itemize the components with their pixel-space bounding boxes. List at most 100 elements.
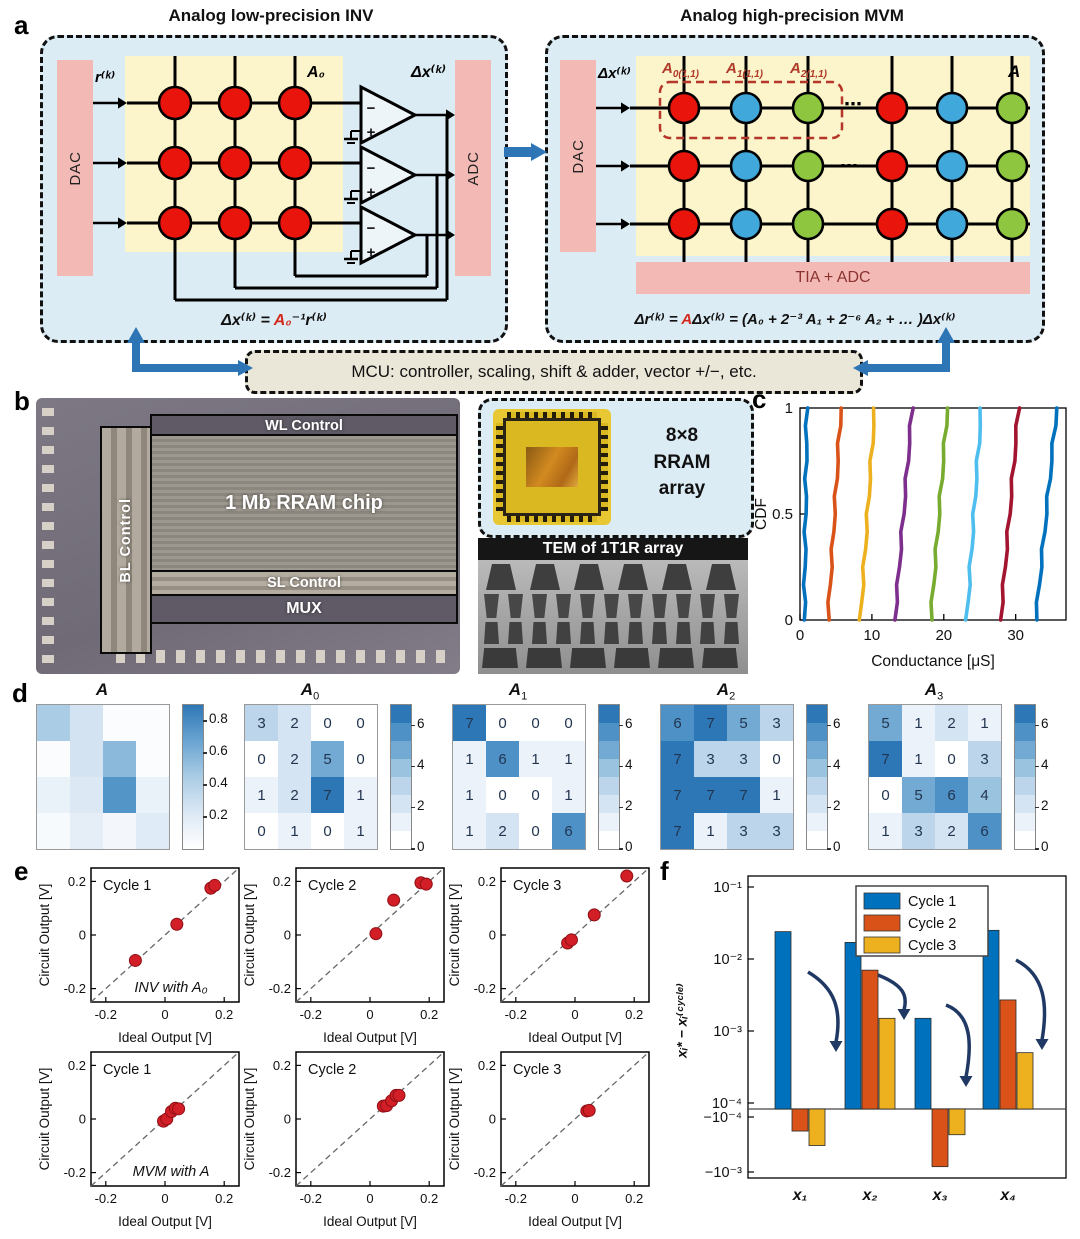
heatmap-cell: 6	[661, 705, 694, 741]
x-tick-label: -0.2	[300, 1007, 322, 1022]
caption-line-1: 8×8	[665, 425, 699, 446]
colorbar-tick	[203, 720, 207, 722]
y-tick-label: 10⁻⁴	[712, 1096, 742, 1112]
heatmap-cell: 7	[453, 705, 486, 741]
inv-block: DAC ADC − + − + − + r⁽ᵏ⁾ A₀ Δx⁽ᵏ⁾ Δx⁽ᵏ⁾ = A₀⁻…	[40, 35, 508, 343]
x-tick-label: 0.2	[215, 1007, 233, 1022]
data-point	[172, 1102, 186, 1116]
colorbar-band	[807, 777, 827, 795]
bit-slice-label: A0(1,1)	[662, 60, 699, 80]
rram-cell	[875, 91, 909, 125]
colorbar-band	[391, 723, 411, 741]
colorbar-tick	[411, 806, 415, 809]
rram-array-caption: 8×8 RRAM array	[623, 423, 741, 503]
trend-arrow	[807, 970, 840, 1043]
method-annotation: MVM with A	[133, 1164, 210, 1180]
colorbar-tick	[827, 848, 831, 850]
heatmap-cell: 1	[453, 741, 486, 777]
y-tick-label: 0.5	[772, 506, 793, 523]
y-axis-label: Circuit Output [V]	[447, 884, 462, 987]
package-pins-top	[507, 412, 597, 422]
panel-label-e: e	[14, 856, 29, 886]
colorbar-tick-label: 4	[833, 756, 841, 772]
heatmap-title: A	[95, 680, 109, 699]
package-pins-left	[496, 423, 506, 511]
caption-line-2: RRAM	[653, 451, 711, 473]
bar	[914, 1017, 932, 1110]
tem-structure	[570, 648, 606, 668]
heatmap-cell	[103, 813, 136, 849]
data-point	[564, 933, 578, 947]
opamp-plus-sign: +	[367, 184, 376, 201]
output-vector-label: Δx⁽ᵏ⁾	[411, 64, 446, 81]
colorbar-band	[391, 759, 411, 777]
rram-cell	[875, 207, 909, 241]
x-axis-label: Ideal Output [V]	[323, 1214, 417, 1229]
heatmap-cell	[136, 705, 169, 741]
tem-structure	[508, 594, 523, 618]
colorbar-band	[1015, 831, 1035, 849]
wire	[295, 867, 445, 1003]
y-tick-label: -0.2	[64, 981, 86, 996]
colorbar-tick	[619, 806, 623, 809]
heatmap-cell: 7	[661, 777, 694, 813]
heatmap-title: A3	[924, 680, 944, 703]
method-annotation: INV with A₀	[134, 980, 207, 996]
y-tick-label: -0.2	[269, 1165, 291, 1180]
heatmap-cell: 0	[486, 777, 519, 813]
tem-structure	[530, 564, 560, 590]
heatmap-cell: 3	[902, 813, 935, 849]
cdf-curve	[963, 406, 983, 622]
heatmap-cell: 7	[694, 705, 727, 741]
heatmap-cell: 7	[694, 777, 727, 813]
colorbar-tick	[619, 848, 623, 850]
wire	[500, 867, 650, 1003]
tem-structure	[604, 622, 619, 644]
tem-structure	[724, 622, 739, 644]
rram-cell	[729, 149, 763, 183]
heatmap-cell: 2	[935, 813, 968, 849]
legend-swatch	[863, 892, 901, 910]
bl-control-bar: BL Control	[100, 426, 152, 654]
x-tick-label: 0	[571, 1191, 578, 1206]
panel-label-a: a	[14, 10, 29, 40]
equation-term: ⁻¹r⁽ᵏ⁾	[291, 312, 327, 329]
y-tick-label: -0.2	[474, 1165, 496, 1180]
rram-cell	[875, 149, 909, 183]
cdf-curve	[1034, 406, 1059, 622]
heatmap-cell: 1	[278, 813, 311, 849]
caption-line-3: array	[658, 478, 706, 500]
rram-cell	[729, 207, 763, 241]
x-tick-label: 0	[796, 627, 804, 644]
matrix-a-label: A	[1008, 62, 1021, 81]
colorbar-band	[599, 705, 619, 723]
heatmap-cell: 0	[245, 741, 278, 777]
cycle-annotation: Cycle 1	[103, 1062, 151, 1078]
data-point	[369, 927, 383, 941]
heatmap-block: A1 7 0 0 0 1 6 1 1 1 0 0 1 1 2 0 6 6 4 2 0	[452, 680, 656, 858]
arrowhead-icon	[446, 169, 455, 181]
colorbar-tick-label: 0.4	[209, 775, 228, 790]
rram-array-region: 1 Mb RRAM chip	[150, 434, 458, 572]
tem-structure	[618, 564, 648, 590]
heatmap-cell: 1	[869, 813, 902, 849]
tem-structure	[484, 594, 499, 618]
colorbar-band	[807, 759, 827, 777]
x-tick-label: -0.2	[95, 1191, 117, 1206]
rram-cell-red	[277, 145, 313, 181]
ellipsis-row2: ⋯	[840, 156, 858, 176]
x-tick-label: -0.2	[505, 1007, 527, 1022]
x-tick-label: -0.2	[300, 1191, 322, 1206]
colorbar-band	[391, 777, 411, 795]
mvm-crossbar-svg	[596, 56, 1030, 262]
arrowhead-icon	[118, 157, 127, 169]
y-tick-label: 10⁻²	[713, 952, 742, 968]
inv-crossbar-svg: − + − + − +	[93, 56, 455, 302]
arrowhead-icon	[118, 97, 127, 109]
colorbar-band	[391, 795, 411, 813]
y-tick-label: 1	[785, 400, 793, 417]
opamp-plus-sign: +	[367, 244, 376, 261]
heatmap-cell	[136, 741, 169, 777]
